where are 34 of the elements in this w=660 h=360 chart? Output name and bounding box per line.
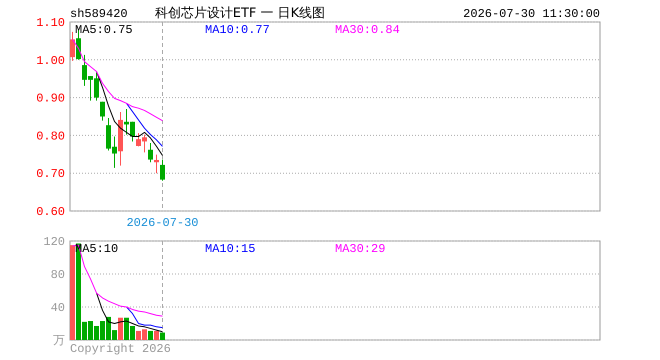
text: MA5:0.75 bbox=[75, 23, 133, 37]
y-tick-label: 40 bbox=[50, 301, 65, 315]
y-tick-label: 0.80 bbox=[36, 129, 65, 144]
y-tick-label: 120 bbox=[43, 235, 65, 249]
bar bbox=[70, 245, 75, 340]
text: MA30:29 bbox=[335, 242, 386, 256]
line-series bbox=[126, 102, 163, 147]
text: MA10:0.77 bbox=[205, 23, 270, 37]
bar bbox=[160, 332, 165, 340]
y-tick-label: 0.90 bbox=[36, 92, 65, 106]
y-tick-label: 0.60 bbox=[36, 205, 65, 219]
line-series bbox=[126, 306, 163, 328]
y-tick-label: 1.00 bbox=[36, 54, 65, 68]
text: Copyright 2026 bbox=[70, 342, 171, 356]
line-series bbox=[72, 244, 163, 317]
bar bbox=[148, 330, 153, 340]
line-series bbox=[96, 292, 163, 332]
line-series bbox=[96, 71, 163, 156]
y-tick-label: 1.10 bbox=[36, 16, 65, 30]
bar bbox=[118, 318, 123, 340]
candlestick bbox=[148, 142, 153, 163]
y-tick-label: 0.70 bbox=[36, 167, 65, 182]
y-tick-label: 80 bbox=[50, 268, 65, 282]
candlestick bbox=[100, 101, 105, 122]
text: 科创芯片设计ETF 一 日K线图 bbox=[154, 6, 326, 21]
candlestick bbox=[70, 31, 75, 62]
y-tick-label: 万 bbox=[53, 333, 65, 347]
chart-subtitle: sh589420 bbox=[70, 7, 128, 21]
text: MA30:0.84 bbox=[335, 23, 400, 37]
text: 2026-07-30 11:30:00 bbox=[463, 7, 600, 21]
text: MA10:15 bbox=[205, 242, 256, 256]
bar bbox=[154, 330, 159, 340]
candlestick bbox=[160, 159, 165, 182]
text: 2026-07-30 bbox=[126, 216, 199, 230]
